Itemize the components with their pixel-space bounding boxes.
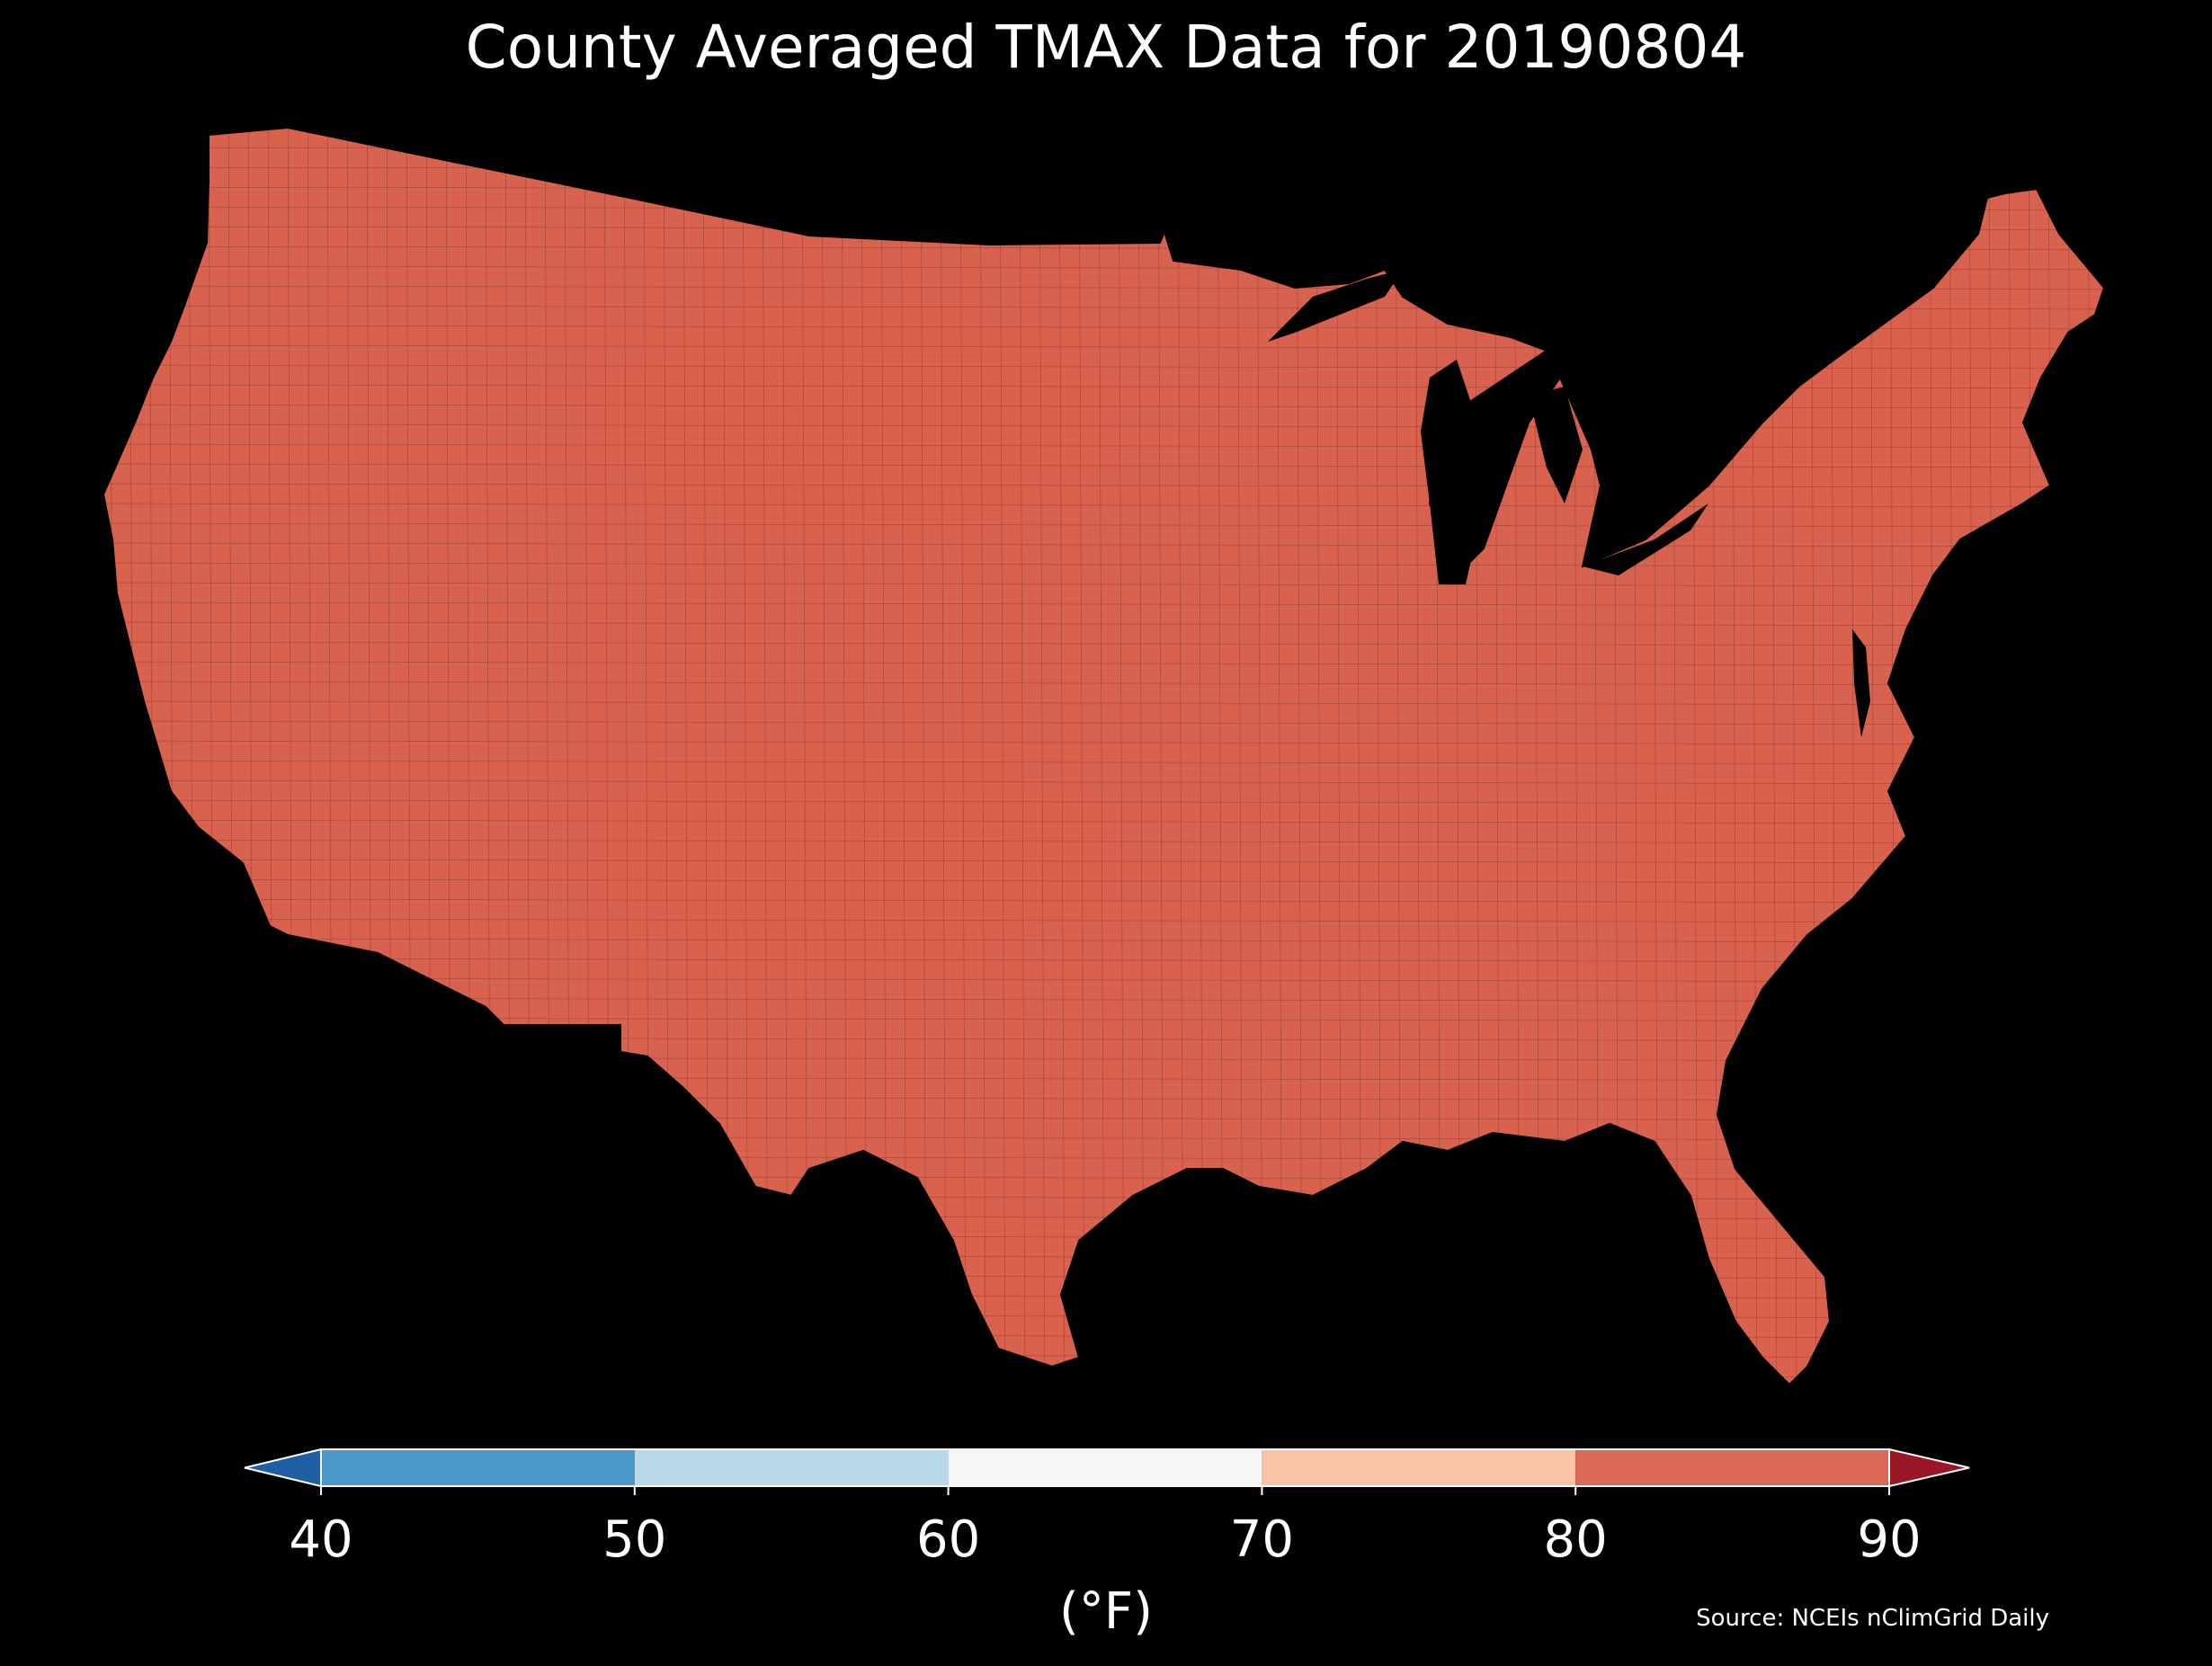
map-title: County Averaged TMAX Data for 20190804: [465, 13, 1747, 82]
county-boundary: [103, 404, 2104, 409]
county-boundary: [103, 700, 2104, 706]
county-boundary: [103, 443, 2104, 449]
county-boundary: [959, 128, 967, 1385]
colorbar-over-extension: [1888, 1448, 1970, 1488]
colorbar-under-extension: [244, 1448, 322, 1488]
county-boundary: [103, 799, 2104, 805]
county-boundary: [1019, 128, 1026, 1385]
colorbar-bin: [321, 1449, 635, 1486]
county-boundary: [103, 780, 2104, 785]
county-boundary: [103, 522, 2104, 528]
county-boundary: [103, 641, 2104, 646]
county-boundary: [1078, 128, 1085, 1385]
county-boundary: [1276, 128, 1283, 1385]
county-boundary: [940, 128, 947, 1385]
county-boundary: [979, 128, 986, 1385]
county-boundary: [103, 918, 2104, 923]
county-boundary: [1058, 128, 1066, 1385]
lake-erie: [1583, 503, 1708, 575]
county-boundary: [762, 128, 769, 1385]
county-boundary: [103, 681, 2104, 686]
county-boundary: [103, 621, 2104, 627]
county-boundary: [103, 878, 2104, 884]
county-boundary: [103, 582, 2104, 587]
county-boundary: [103, 661, 2104, 666]
county-boundary: [103, 760, 2104, 765]
source-credit: Source: NCEIs nClimGrid Daily: [1696, 1605, 2049, 1632]
colorbar-tick-label: 40: [289, 1510, 353, 1569]
county-boundary: [103, 601, 2104, 607]
county-boundary: [781, 128, 789, 1385]
county-boundary: [1137, 128, 1145, 1385]
colorbar-tick-label: 80: [1543, 1510, 1608, 1569]
colorbar-bin: [1575, 1449, 1889, 1486]
county-boundary: [103, 859, 2104, 864]
county-boundary: [103, 562, 2104, 567]
colorbar-bin: [948, 1449, 1262, 1486]
county-boundary: [103, 463, 2104, 468]
county-boundary: [103, 740, 2104, 745]
colorbar-outline: [320, 1448, 1890, 1487]
county-boundary: [103, 483, 2104, 488]
colorbar-tick-label: 70: [1229, 1510, 1295, 1569]
chesapeake-bay: [1852, 629, 1870, 737]
lake-michigan: [1421, 360, 1484, 584]
county-boundary: [999, 128, 1006, 1385]
county-boundary: [103, 898, 2104, 904]
colorbar-bin: [1262, 1449, 1576, 1486]
county-boundary: [103, 839, 2104, 844]
county-boundary: [103, 423, 2104, 429]
county-boundary: [103, 503, 2104, 508]
county-boundary: [1039, 128, 1046, 1385]
county-boundary: [103, 384, 2104, 389]
lake-superior: [1268, 270, 1403, 342]
colorbar-unit-label: (°F): [1059, 1582, 1153, 1641]
county-boundary: [1118, 128, 1125, 1385]
county-boundary: [1256, 128, 1263, 1385]
colorbar-bin: [634, 1449, 949, 1486]
colorbar-tick-label: 50: [602, 1510, 667, 1569]
colorbar-tick-label: 90: [1857, 1510, 1922, 1569]
county-boundary: [920, 128, 927, 1385]
county-boundary: [103, 819, 2104, 824]
county-boundary: [1296, 128, 1303, 1385]
colorbar-tick-label: 60: [915, 1510, 981, 1569]
county-boundary: [1098, 128, 1105, 1385]
us-county-tmax-map: [103, 127, 2105, 1385]
lake-huron: [1529, 387, 1583, 503]
county-boundary: [103, 720, 2104, 726]
county-boundary: [103, 542, 2104, 548]
